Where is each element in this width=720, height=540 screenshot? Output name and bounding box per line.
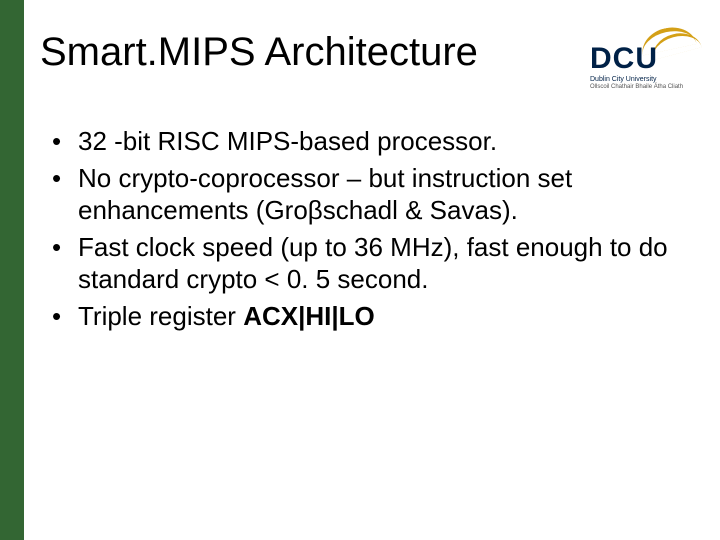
left-accent-bar	[0, 0, 24, 540]
logo-subtitle: Dublin City University	[590, 76, 657, 83]
bullet-text: No crypto-coprocessor – but instruction …	[78, 163, 572, 226]
bullet-text: 32 -bit RISC MIPS-based processor.	[78, 126, 497, 156]
bullet-text: Triple register	[78, 301, 243, 331]
logo-tagline: Ollscoil Chathair Bhaile Átha Cliath	[590, 84, 683, 90]
bullet-bold-text: ACX|HI|LO	[243, 301, 375, 331]
list-item: 32 -bit RISC MIPS-based processor.	[50, 125, 690, 158]
list-item: Fast clock speed (up to 36 MHz), fast en…	[50, 231, 690, 296]
list-item: Triple register ACX|HI|LO	[50, 300, 690, 333]
bullet-text: Fast clock speed (up to 36 MHz), fast en…	[78, 232, 668, 295]
slide-title: Smart.MIPS Architecture	[40, 30, 478, 75]
logo-text: DCU	[590, 42, 658, 76]
list-item: No crypto-coprocessor – but instruction …	[50, 162, 690, 227]
bullet-list: 32 -bit RISC MIPS-based processor. No cr…	[50, 125, 690, 336]
dcu-logo: DCU Dublin City University Ollscoil Chat…	[590, 28, 700, 93]
